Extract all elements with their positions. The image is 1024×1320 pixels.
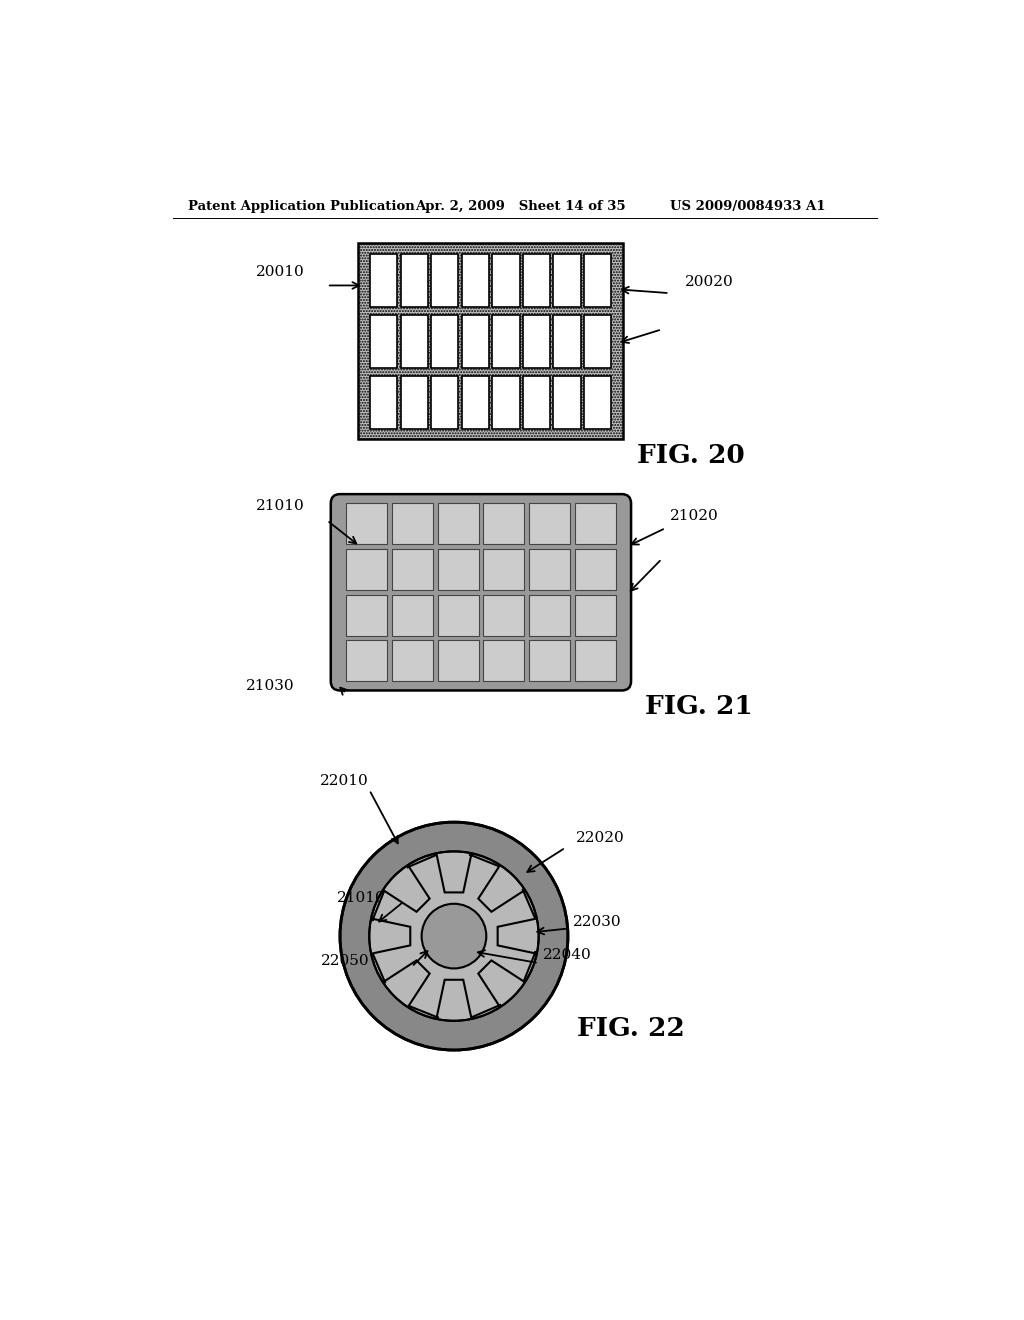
Bar xyxy=(493,253,519,308)
Bar xyxy=(493,376,519,429)
Bar xyxy=(462,253,489,308)
Bar xyxy=(529,549,570,590)
Bar xyxy=(522,253,550,308)
Ellipse shape xyxy=(370,851,539,1020)
Bar xyxy=(392,549,433,590)
Bar xyxy=(437,503,478,544)
Bar xyxy=(483,640,524,681)
Bar xyxy=(357,243,624,440)
Bar xyxy=(392,594,433,636)
Bar xyxy=(522,314,550,368)
Bar xyxy=(462,314,489,368)
Bar xyxy=(346,503,387,544)
Ellipse shape xyxy=(422,904,486,969)
Text: 21020: 21020 xyxy=(670,510,718,524)
Bar xyxy=(574,503,615,544)
Bar xyxy=(437,640,478,681)
Bar xyxy=(370,314,397,368)
Text: US 2009/0084933 A1: US 2009/0084933 A1 xyxy=(670,199,825,213)
Ellipse shape xyxy=(340,822,568,1051)
Text: 22020: 22020 xyxy=(575,830,625,845)
Bar xyxy=(584,253,611,308)
Bar xyxy=(553,314,581,368)
Bar xyxy=(431,376,459,429)
Bar xyxy=(574,549,615,590)
Bar xyxy=(574,640,615,681)
Bar xyxy=(400,376,428,429)
Bar xyxy=(529,594,570,636)
Bar xyxy=(483,503,524,544)
Text: FIG. 22: FIG. 22 xyxy=(578,1016,685,1041)
Bar xyxy=(400,253,428,308)
Text: 20020: 20020 xyxy=(685,275,734,289)
Bar xyxy=(370,376,397,429)
Text: 21030: 21030 xyxy=(246,678,295,693)
Text: Patent Application Publication: Patent Application Publication xyxy=(188,199,415,213)
Text: FIG. 20: FIG. 20 xyxy=(637,444,745,469)
Text: 22040: 22040 xyxy=(543,948,591,962)
Bar xyxy=(522,376,550,429)
Bar xyxy=(346,640,387,681)
Text: 22010: 22010 xyxy=(321,774,369,788)
Bar xyxy=(431,314,459,368)
Bar xyxy=(437,594,478,636)
Text: 21010: 21010 xyxy=(337,891,386,904)
Bar xyxy=(529,503,570,544)
Text: 22030: 22030 xyxy=(573,915,622,929)
Bar xyxy=(483,549,524,590)
Bar xyxy=(462,376,489,429)
Text: Apr. 2, 2009   Sheet 14 of 35: Apr. 2, 2009 Sheet 14 of 35 xyxy=(416,199,626,213)
Bar xyxy=(553,253,581,308)
Text: 22050: 22050 xyxy=(321,954,370,968)
Bar xyxy=(483,594,524,636)
Bar xyxy=(437,549,478,590)
FancyBboxPatch shape xyxy=(331,494,631,690)
Bar xyxy=(431,253,459,308)
Bar xyxy=(584,376,611,429)
Bar xyxy=(346,549,387,590)
Text: FIG. 21: FIG. 21 xyxy=(645,694,753,719)
Polygon shape xyxy=(372,854,536,1018)
Bar xyxy=(392,640,433,681)
Bar xyxy=(392,503,433,544)
Bar xyxy=(370,253,397,308)
Text: 21010: 21010 xyxy=(256,499,305,513)
Bar xyxy=(574,594,615,636)
Bar xyxy=(493,314,519,368)
Text: 20010: 20010 xyxy=(256,265,305,280)
Bar xyxy=(553,376,581,429)
Bar xyxy=(584,314,611,368)
Bar xyxy=(346,594,387,636)
Bar xyxy=(400,314,428,368)
Bar xyxy=(529,640,570,681)
